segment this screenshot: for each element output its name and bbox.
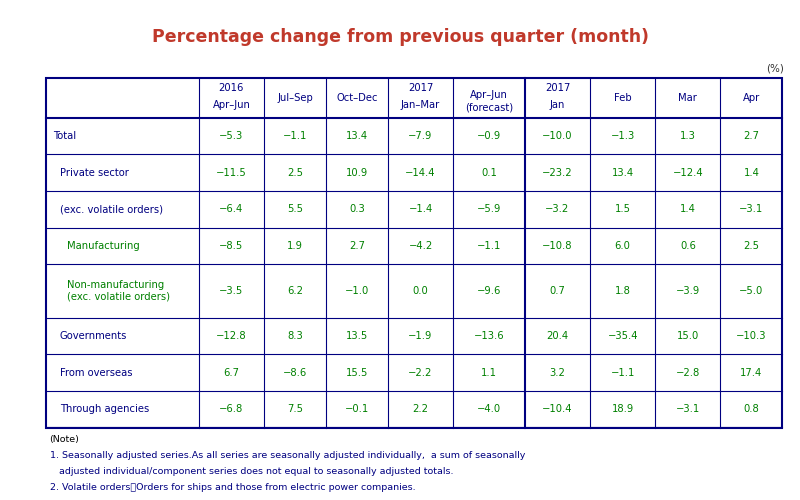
Text: 0.8: 0.8 <box>743 404 759 414</box>
Text: −6.8: −6.8 <box>219 404 243 414</box>
Text: −1.1: −1.1 <box>477 241 501 251</box>
Text: −7.9: −7.9 <box>408 131 433 141</box>
Text: 20.4: 20.4 <box>546 331 569 341</box>
Text: −4.0: −4.0 <box>477 404 501 414</box>
Text: −1.1: −1.1 <box>283 131 307 141</box>
Text: Total: Total <box>53 131 76 141</box>
Text: −1.3: −1.3 <box>610 131 634 141</box>
Text: 2016: 2016 <box>218 84 244 94</box>
Text: 2.7: 2.7 <box>743 131 759 141</box>
Text: −5.0: −5.0 <box>739 286 763 296</box>
Text: 13.4: 13.4 <box>611 168 634 177</box>
Text: Apr–Jun: Apr–Jun <box>213 100 250 110</box>
Text: 2.7: 2.7 <box>349 241 365 251</box>
Text: From overseas: From overseas <box>60 368 133 378</box>
Text: 10.9: 10.9 <box>346 168 368 177</box>
Text: 6.2: 6.2 <box>287 286 303 296</box>
Text: −8.6: −8.6 <box>283 368 307 378</box>
Text: −10.4: −10.4 <box>542 404 573 414</box>
Text: 1. Seasonally adjusted series.As all series are seasonally adjusted individually: 1. Seasonally adjusted series.As all ser… <box>50 451 525 460</box>
Text: 5.5: 5.5 <box>287 204 303 214</box>
Text: −2.8: −2.8 <box>676 368 700 378</box>
Text: Governments: Governments <box>60 331 127 341</box>
Text: 6.7: 6.7 <box>223 368 239 378</box>
Text: 8.3: 8.3 <box>287 331 303 341</box>
Text: −3.5: −3.5 <box>219 286 243 296</box>
Text: −5.9: −5.9 <box>477 204 501 214</box>
Text: −12.4: −12.4 <box>673 168 703 177</box>
Text: −0.9: −0.9 <box>477 131 501 141</box>
Text: 1.4: 1.4 <box>743 168 759 177</box>
Text: adjusted individual/component series does not equal to seasonally adjusted total: adjusted individual/component series doe… <box>50 467 453 476</box>
Text: Oct–Dec: Oct–Dec <box>336 92 378 102</box>
Text: Apr: Apr <box>743 92 760 102</box>
Text: Manufacturing: Manufacturing <box>67 241 140 251</box>
Text: Jul–Sep: Jul–Sep <box>277 92 313 102</box>
Text: 0.1: 0.1 <box>481 168 497 177</box>
Text: −8.5: −8.5 <box>219 241 243 251</box>
Text: −1.1: −1.1 <box>610 368 635 378</box>
Text: 2017: 2017 <box>408 84 434 94</box>
Text: −12.8: −12.8 <box>216 331 246 341</box>
Text: Percentage change from previous quarter (month): Percentage change from previous quarter … <box>151 28 649 46</box>
Text: Private sector: Private sector <box>60 168 129 177</box>
Text: 17.4: 17.4 <box>740 368 762 378</box>
Text: −10.8: −10.8 <box>542 241 573 251</box>
Text: 1.9: 1.9 <box>287 241 303 251</box>
Text: 2.2: 2.2 <box>413 404 429 414</box>
Text: 0.6: 0.6 <box>680 241 696 251</box>
Text: 0.3: 0.3 <box>349 204 365 214</box>
Text: Feb: Feb <box>614 92 631 102</box>
Text: 7.5: 7.5 <box>287 404 303 414</box>
Text: −35.4: −35.4 <box>607 331 638 341</box>
Text: Non-manufacturing
(exc. volatile orders): Non-manufacturing (exc. volatile orders) <box>67 280 170 302</box>
Text: −11.5: −11.5 <box>216 168 247 177</box>
Text: −4.2: −4.2 <box>408 241 433 251</box>
Text: Apr–Jun
(forecast): Apr–Jun (forecast) <box>465 90 513 112</box>
Text: −10.3: −10.3 <box>736 331 766 341</box>
Text: 1.4: 1.4 <box>680 204 696 214</box>
Text: 1.5: 1.5 <box>614 204 630 214</box>
Text: −2.2: −2.2 <box>408 368 433 378</box>
Text: 18.9: 18.9 <box>611 404 634 414</box>
Text: 3.2: 3.2 <box>550 368 566 378</box>
Text: −3.1: −3.1 <box>739 204 763 214</box>
Text: 15.5: 15.5 <box>346 368 368 378</box>
Text: −23.2: −23.2 <box>542 168 573 177</box>
Text: 1.3: 1.3 <box>680 131 696 141</box>
Text: −1.4: −1.4 <box>408 204 433 214</box>
Text: 2. Volatile orders：Orders for ships and those from electric power companies.: 2. Volatile orders：Orders for ships and … <box>50 483 415 492</box>
Text: −0.1: −0.1 <box>345 404 369 414</box>
Text: −3.1: −3.1 <box>676 404 700 414</box>
Text: 1.8: 1.8 <box>614 286 630 296</box>
Text: −14.4: −14.4 <box>406 168 436 177</box>
Text: 0.0: 0.0 <box>413 286 428 296</box>
Text: Through agencies: Through agencies <box>60 404 150 414</box>
Text: (exc. volatile orders): (exc. volatile orders) <box>60 204 163 214</box>
Text: −5.3: −5.3 <box>219 131 243 141</box>
Text: −9.6: −9.6 <box>477 286 501 296</box>
Text: −3.9: −3.9 <box>676 286 700 296</box>
Text: 1.1: 1.1 <box>481 368 497 378</box>
Text: −1.9: −1.9 <box>408 331 433 341</box>
Text: (%): (%) <box>766 64 784 74</box>
Text: 0.7: 0.7 <box>550 286 566 296</box>
Text: (Note): (Note) <box>50 435 79 444</box>
Text: −1.0: −1.0 <box>345 286 369 296</box>
Text: Mar: Mar <box>678 92 698 102</box>
Text: −10.0: −10.0 <box>542 131 573 141</box>
Text: 13.4: 13.4 <box>346 131 368 141</box>
Text: −6.4: −6.4 <box>219 204 243 214</box>
Text: 2.5: 2.5 <box>287 168 303 177</box>
Text: −13.6: −13.6 <box>474 331 504 341</box>
Text: Jan: Jan <box>550 100 565 110</box>
Text: 2.5: 2.5 <box>743 241 759 251</box>
Text: Jan–Mar: Jan–Mar <box>401 100 440 110</box>
Text: 2017: 2017 <box>545 84 570 94</box>
Text: −3.2: −3.2 <box>546 204 570 214</box>
Text: 13.5: 13.5 <box>346 331 368 341</box>
Text: 15.0: 15.0 <box>677 331 699 341</box>
Text: 6.0: 6.0 <box>614 241 630 251</box>
